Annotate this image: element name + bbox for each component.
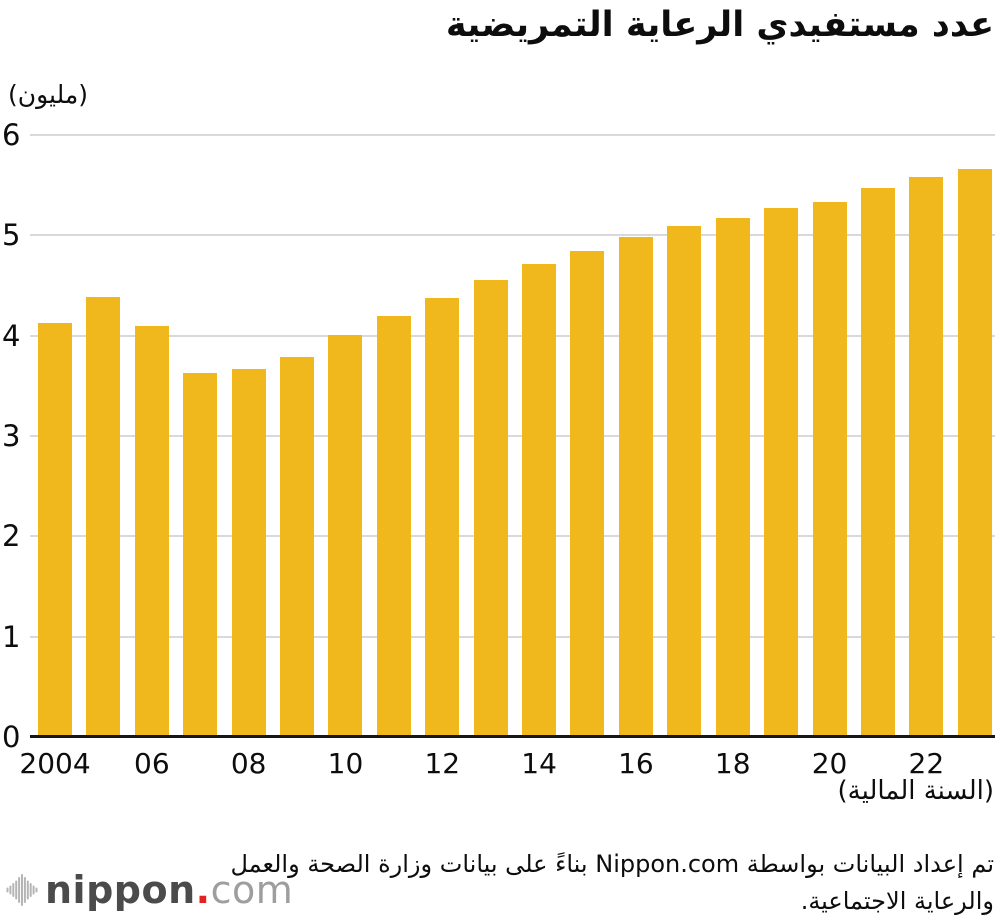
plot-area: [30, 134, 995, 738]
logo-dot: .: [195, 868, 211, 912]
x-tick-label-2016: 16: [618, 747, 654, 780]
sound-wave-icon: [6, 874, 38, 906]
bar-2005: [86, 296, 121, 737]
bar-2019: [764, 208, 799, 737]
bar-2011: [376, 315, 411, 737]
y-tick-label-0: 0: [2, 720, 21, 754]
y-tick-label-6: 6: [2, 118, 21, 152]
bar-2020: [812, 202, 847, 737]
bar-2007: [183, 372, 218, 737]
x-tick-label-2006: 06: [134, 747, 170, 780]
x-tick-slot-2010: 10: [327, 747, 364, 780]
bar-2017: [667, 226, 702, 737]
x-tick-label-2014: 14: [521, 747, 557, 780]
bar-2015: [570, 251, 605, 737]
x-tick-slot-2006: 06: [134, 747, 170, 780]
bar-2009: [280, 356, 315, 737]
x-tick-slot-2004: 2004: [19, 747, 90, 780]
bar-2006: [134, 325, 169, 737]
x-tick-slot-2017: [667, 747, 701, 780]
bar-2023: [957, 169, 992, 737]
gridline-5: [30, 234, 995, 237]
y-tick-label-4: 4: [2, 318, 21, 353]
x-tick-label-2020: 20: [811, 747, 848, 780]
x-tick-slot-2022: 22: [908, 747, 945, 780]
x-axis-labels: 2004 06 08 10 12 14 16 18 20 22: [19, 747, 995, 780]
x-tick-label-2008: 08: [230, 747, 267, 780]
x-tick-label-2010: 10: [327, 747, 364, 780]
source-caption-line2: والرعاية الاجتماعية.: [800, 887, 994, 915]
gridline-1: [30, 635, 995, 638]
nippon-logo-text: nippon.com: [45, 868, 293, 912]
y-axis-labels: 0 1 2 3 4 5 6: [0, 120, 30, 752]
x-tick-slot-2005: [86, 747, 120, 780]
bar-2012: [425, 297, 460, 737]
bar-2016: [618, 237, 653, 737]
x-tick-label-2012: 12: [424, 747, 461, 780]
y-tick-label-5: 5: [2, 218, 21, 253]
bar-2018: [715, 218, 750, 737]
logo-tld: com: [210, 868, 294, 912]
x-tick-slot-2019: [764, 747, 798, 780]
x-tick-slot-2008: 08: [230, 747, 267, 780]
gridline-3: [30, 435, 995, 437]
y-axis-unit-label: (مليون): [8, 80, 88, 109]
x-tick-slot-2015: [570, 747, 604, 780]
x-tick-slot-2013: [474, 747, 508, 780]
x-tick-label-2022: 22: [908, 747, 945, 780]
bar-2022: [909, 177, 944, 737]
x-tick-label-2018: 18: [714, 747, 751, 780]
bar-2008: [231, 368, 266, 737]
x-tick-slot-2009: [280, 747, 314, 780]
gridline-2: [30, 535, 995, 538]
x-tick-slot-2012: 12: [424, 747, 461, 780]
x-tick-slot-2018: 18: [714, 747, 751, 780]
y-tick-label-2: 2: [2, 519, 21, 554]
gridline-4: [30, 334, 995, 337]
bar-2010: [328, 334, 363, 737]
y-tick-label-3: 3: [2, 419, 21, 453]
x-axis-unit-label: (السنة المالية): [837, 776, 994, 806]
x-tick-label-2004: 2004: [19, 747, 91, 780]
bar-2021: [860, 188, 895, 737]
chart-area: 0 1 2 3 4 5 6: [0, 120, 1000, 752]
source-caption: تم إعداد البيانات بواسطة Nippon.com بناء…: [230, 846, 994, 920]
gridline-6: [30, 134, 995, 136]
y-tick-label-1: 1: [2, 619, 21, 654]
logo-brand: nippon: [45, 868, 196, 912]
x-axis-line: [30, 735, 995, 738]
page-title: عدد مستفيدي الرعاية التمريضية: [445, 5, 994, 45]
x-tick-slot-2020: 20: [811, 747, 848, 780]
bar-2013: [473, 280, 508, 737]
x-tick-slot-2007: [183, 747, 217, 780]
bars-row: [30, 135, 995, 737]
x-tick-slot-2011: [377, 747, 411, 780]
bar-2004: [38, 322, 72, 737]
bar-2014: [522, 264, 557, 737]
source-caption-line1: تم إعداد البيانات بواسطة Nippon.com بناء…: [230, 850, 994, 878]
nippon-logo: nippon.com: [6, 868, 293, 912]
x-tick-slot-2014: 14: [521, 747, 557, 780]
x-tick-slot-2016: 16: [618, 747, 654, 780]
